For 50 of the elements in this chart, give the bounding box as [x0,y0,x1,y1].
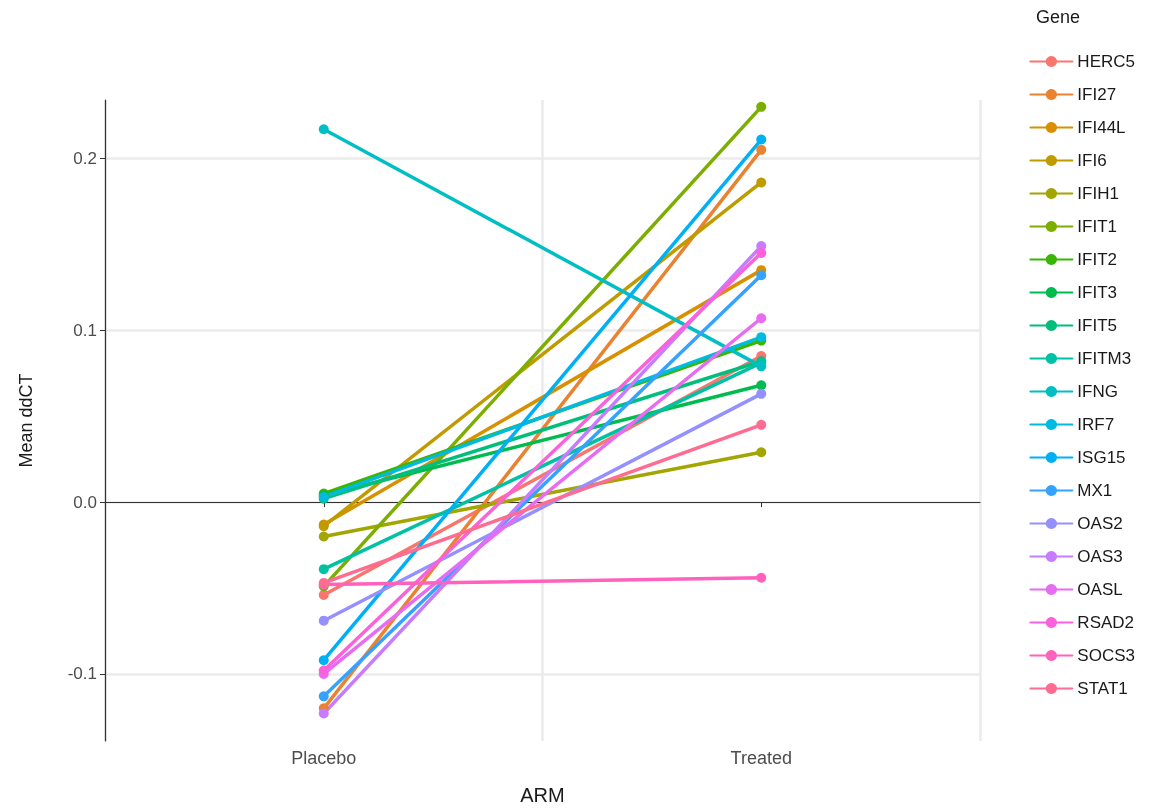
legend-label: IRF7 [1077,415,1115,434]
legend-label: OASL [1077,580,1123,599]
y-tick-label: -0.1 [67,664,97,684]
legend-label: IFIT3 [1077,283,1118,302]
legend-label: IFIT2 [1077,250,1118,269]
legend-label: MX1 [1077,481,1113,500]
x-tick-label: Treated [730,748,792,768]
legend-title: Gene [1035,7,1081,27]
point [318,708,329,719]
point [756,144,767,155]
y-tick-label: 0.0 [73,492,97,512]
legend-label: OAS2 [1077,514,1123,533]
legend-label: SOCS3 [1077,646,1136,665]
point [756,361,767,372]
y-tick-label: 0.2 [73,148,97,168]
legend-label: ISG15 [1077,448,1126,467]
legend-label: IFIT1 [1077,217,1118,236]
legend-label: IFNG [1077,382,1118,401]
point [756,313,767,324]
legend-label: RSAD2 [1077,613,1135,632]
legend-label: IFIT5 [1077,316,1118,335]
point [756,177,767,188]
legend-label: IFI44L [1077,118,1126,137]
y-tick-label: 0.1 [73,320,97,340]
legend-label: IFI27 [1077,85,1117,104]
point [318,615,329,626]
legend-label: STAT1 [1077,679,1128,698]
point [756,447,767,458]
point [756,380,767,391]
point [318,124,329,135]
point [756,419,767,430]
point [756,134,767,145]
point [318,564,329,575]
point [318,589,329,600]
legend-label: OAS3 [1077,547,1123,566]
point [318,691,329,702]
point [318,655,329,666]
point [756,388,767,399]
x-tick-label: Placebo [291,748,357,768]
point [756,247,767,258]
point [756,101,767,112]
y-axis-title: Mean ddCT [16,373,36,468]
legend-label: HERC5 [1077,52,1135,71]
legend-label: IFI6 [1077,151,1107,170]
legend-label: IFIH1 [1077,184,1119,203]
point [756,572,767,583]
point [756,270,767,281]
point [318,531,329,542]
legend-label: IFITM3 [1077,349,1132,368]
x-axis-title: ARM [520,784,565,806]
